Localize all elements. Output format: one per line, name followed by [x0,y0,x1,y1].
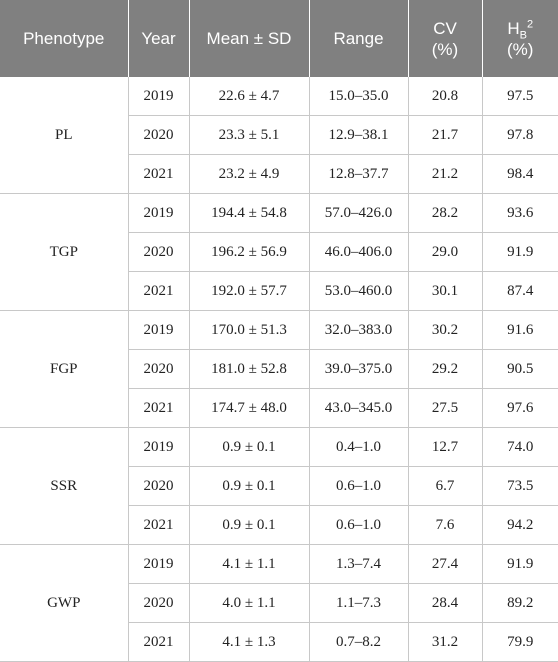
mean-sd-cell: 194.4 ± 54.8 [189,194,309,233]
mean-sd-cell: 0.9 ± 0.1 [189,506,309,545]
year-cell: 2019 [128,428,189,467]
mean-sd-cell: 4.0 ± 1.1 [189,584,309,623]
cv-cell: 29.2 [408,350,482,389]
year-cell: 2020 [128,116,189,155]
hb-cell: 91.9 [482,233,558,272]
hb-cell: 73.5 [482,467,558,506]
mean-sd-cell: 4.1 ± 1.1 [189,545,309,584]
cv-cell: 28.2 [408,194,482,233]
mean-sd-cell: 22.6 ± 4.7 [189,77,309,116]
year-cell: 2020 [128,233,189,272]
range-cell: 43.0–345.0 [309,389,408,428]
range-cell: 1.1–7.3 [309,584,408,623]
header-cv-line2: (%) [409,39,482,60]
range-cell: 53.0–460.0 [309,272,408,311]
year-cell: 2019 [128,545,189,584]
range-cell: 12.9–38.1 [309,116,408,155]
mean-sd-cell: 23.2 ± 4.9 [189,155,309,194]
hb-cell: 91.9 [482,545,558,584]
hb-cell: 94.2 [482,506,558,545]
range-cell: 1.3–7.4 [309,545,408,584]
range-cell: 0.7–8.2 [309,623,408,662]
cv-cell: 12.7 [408,428,482,467]
cv-cell: 29.0 [408,233,482,272]
range-cell: 15.0–35.0 [309,77,408,116]
range-cell: 57.0–426.0 [309,194,408,233]
cv-cell: 30.2 [408,311,482,350]
cv-cell: 20.8 [408,77,482,116]
range-cell: 12.8–37.7 [309,155,408,194]
hb-cell: 79.9 [482,623,558,662]
cv-cell: 28.4 [408,584,482,623]
header-phenotype: Phenotype [0,0,128,77]
hb-cell: 93.6 [482,194,558,233]
header-hb: HB2 (%) [482,0,558,77]
hb-cell: 89.2 [482,584,558,623]
header-mean-sd: Mean ± SD [189,0,309,77]
cv-cell: 27.5 [408,389,482,428]
cv-cell: 27.4 [408,545,482,584]
range-cell: 46.0–406.0 [309,233,408,272]
cv-cell: 21.7 [408,116,482,155]
range-cell: 32.0–383.0 [309,311,408,350]
mean-sd-cell: 0.9 ± 0.1 [189,428,309,467]
phenotype-cell: FGP [0,311,128,428]
range-cell: 0.4–1.0 [309,428,408,467]
mean-sd-cell: 23.3 ± 5.1 [189,116,309,155]
mean-sd-cell: 174.7 ± 48.0 [189,389,309,428]
hb-cell: 97.8 [482,116,558,155]
phenotype-cell: PL [0,77,128,194]
mean-sd-cell: 192.0 ± 57.7 [189,272,309,311]
table-header: Phenotype Year Mean ± SD Range CV (%) HB… [0,0,558,77]
range-cell: 39.0–375.0 [309,350,408,389]
cv-cell: 21.2 [408,155,482,194]
year-cell: 2019 [128,77,189,116]
year-cell: 2021 [128,155,189,194]
year-cell: 2021 [128,506,189,545]
cv-cell: 7.6 [408,506,482,545]
hb-cell: 74.0 [482,428,558,467]
header-range: Range [309,0,408,77]
cv-cell: 30.1 [408,272,482,311]
header-cv: CV (%) [408,0,482,77]
phenotype-cell: TGP [0,194,128,311]
hb-cell: 97.5 [482,77,558,116]
year-cell: 2021 [128,389,189,428]
hb-cell: 97.6 [482,389,558,428]
cv-cell: 31.2 [408,623,482,662]
header-year: Year [128,0,189,77]
phenotype-cell: SSR [0,428,128,545]
range-cell: 0.6–1.0 [309,506,408,545]
mean-sd-cell: 170.0 ± 51.3 [189,311,309,350]
mean-sd-cell: 0.9 ± 0.1 [189,467,309,506]
range-cell: 0.6–1.0 [309,467,408,506]
header-cv-line1: CV [409,18,482,39]
year-cell: 2020 [128,584,189,623]
year-cell: 2021 [128,623,189,662]
mean-sd-cell: 4.1 ± 1.3 [189,623,309,662]
hb-cell: 90.5 [482,350,558,389]
header-hb-line2: (%) [483,39,558,60]
hb-cell: 98.4 [482,155,558,194]
header-hb-line1: HB2 [483,18,558,39]
year-cell: 2019 [128,194,189,233]
phenotype-cell: GWP [0,545,128,662]
hb-cell: 91.6 [482,311,558,350]
mean-sd-cell: 181.0 ± 52.8 [189,350,309,389]
mean-sd-cell: 196.2 ± 56.9 [189,233,309,272]
cv-cell: 6.7 [408,467,482,506]
hb-cell: 87.4 [482,272,558,311]
header-row: Phenotype Year Mean ± SD Range CV (%) HB… [0,0,558,77]
year-cell: 2019 [128,311,189,350]
year-cell: 2020 [128,467,189,506]
year-cell: 2021 [128,272,189,311]
year-cell: 2020 [128,350,189,389]
